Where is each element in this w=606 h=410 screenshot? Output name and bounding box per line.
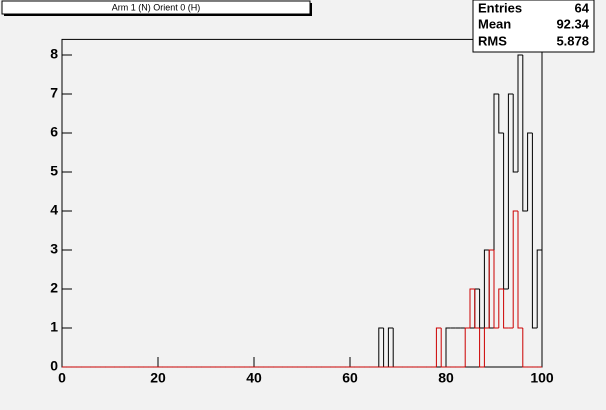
y-tick-label: 1 [50, 319, 58, 335]
stat-label: RMS [478, 33, 507, 48]
stats-border [472, 0, 595, 53]
stats-box: Entries 64 Mean 92.34 RMS 5.878 [472, 0, 595, 53]
histogram-bin [503, 289, 509, 329]
histogram-bin [517, 54, 523, 172]
histogram-bin [522, 55, 528, 212]
histogram-bin [512, 210, 518, 328]
histogram-bin [483, 249, 490, 328]
x-tick-label: 20 [150, 370, 166, 386]
y-tick-label: 7 [50, 85, 58, 101]
histogram-bin [512, 94, 518, 173]
histogram-bin [464, 327, 470, 367]
y-tick-label: 0 [50, 358, 58, 374]
x-tick-label: 40 [246, 370, 262, 386]
x-tick-label: 100 [530, 370, 554, 386]
y-tick-label: 6 [50, 124, 58, 140]
histogram-bin [498, 288, 504, 328]
stat-value: 92.34 [556, 16, 589, 31]
histogram-bin [440, 328, 446, 368]
histogram-bin [493, 250, 499, 329]
histogram-bin [435, 327, 442, 367]
y-tick-label: 2 [50, 280, 58, 296]
stat-value: 5.878 [556, 33, 589, 48]
histogram-bin [474, 289, 480, 329]
title-box [1, 0, 311, 15]
y-tick-label: 8 [50, 46, 58, 62]
x-tick-label: 80 [438, 370, 454, 386]
histogram-bin [445, 327, 451, 367]
histogram-bin [479, 328, 485, 368]
y-tick-label: 4 [50, 202, 58, 218]
histogram-bin [531, 133, 538, 329]
histogram-bin [387, 327, 394, 367]
y-tick-label: 5 [50, 163, 58, 179]
y-tick-label: 3 [50, 241, 58, 257]
histogram-bin [469, 288, 475, 328]
x-tick-label: 60 [342, 370, 358, 386]
x-tick-label: 0 [58, 370, 66, 386]
stat-value: 64 [575, 0, 590, 15]
chart-title: Arm 1 (N) Orient 0 (H) [112, 2, 201, 12]
histogram-bin [488, 249, 494, 328]
histogram-bin [527, 132, 533, 211]
histogram-bin [517, 211, 523, 329]
stat-label: Mean [478, 16, 511, 31]
histogram-bin [507, 93, 514, 289]
histogram-bin [522, 328, 528, 368]
histogram-bin [498, 94, 504, 134]
stat-label: Entries [478, 0, 522, 15]
histogram-bin [378, 327, 384, 367]
histogram-bin [536, 249, 543, 367]
histogram-bin [483, 327, 490, 367]
